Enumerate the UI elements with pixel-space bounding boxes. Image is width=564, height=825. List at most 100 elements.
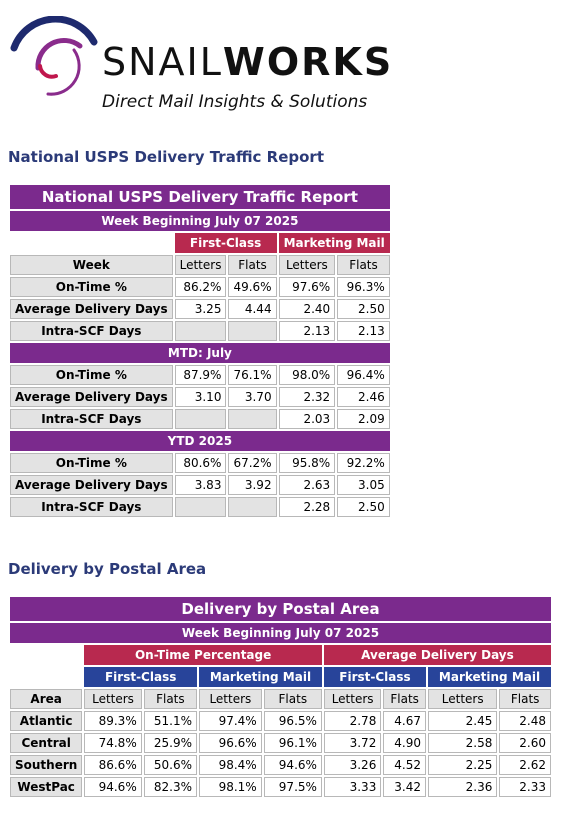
value-cell: 2.48 — [499, 711, 551, 731]
value-cell: 2.50 — [337, 299, 390, 319]
table-row: Intra-SCF Days 2.13 2.13 — [10, 321, 390, 341]
value-cell: 2.62 — [499, 755, 551, 775]
value-cell: 92.2% — [337, 453, 390, 473]
value-cell: 2.32 — [278, 387, 336, 407]
row-label: On-Time % — [10, 365, 173, 385]
value-cell: 89.3% — [84, 711, 142, 731]
value-cell: 96.3% — [337, 277, 390, 297]
value-cell: 97.5% — [263, 777, 322, 797]
value-cell: 94.6% — [84, 777, 142, 797]
week-label: Week Beginning July 07 2025 — [10, 623, 551, 643]
row-label: On-Time % — [10, 277, 173, 297]
sub-group-header: Marketing Mail — [199, 667, 322, 687]
national-report-table: National USPS Delivery Traffic Report Wee… — [8, 183, 392, 519]
table-row: Southern 86.6% 50.6% 98.4% 94.6% 3.26 4.52 2.25… — [10, 755, 551, 775]
top-group-header: Average Delivery Days — [323, 645, 551, 665]
value-cell: 80.6% — [174, 453, 227, 473]
value-cell: 25.9% — [143, 733, 198, 753]
row-label: On-Time % — [10, 453, 173, 473]
value-cell: 2.25 — [428, 755, 498, 775]
row-label: Average Delivery Days — [10, 387, 173, 407]
blank-cell — [228, 321, 277, 341]
group-header-marketing-mail: Marketing Mail — [278, 233, 390, 253]
column-header-row: Week Letters Flats Letters Flats — [10, 255, 390, 275]
column-header: Flats — [228, 255, 277, 275]
value-cell: 96.5% — [263, 711, 322, 731]
area-label: Central — [10, 733, 83, 753]
value-cell: 3.42 — [383, 777, 427, 797]
value-cell: 2.50 — [337, 497, 390, 517]
table-row: On-Time % 87.9% 76.1% 98.0% 96.4% — [10, 365, 390, 385]
postal-area-heading: Delivery by Postal Area — [8, 560, 207, 578]
value-cell: 2.78 — [323, 711, 382, 731]
blank-cell — [174, 321, 227, 341]
value-cell: 98.1% — [199, 777, 262, 797]
value-cell: 3.26 — [323, 755, 382, 775]
value-cell: 2.13 — [337, 321, 390, 341]
value-cell: 98.4% — [199, 755, 262, 775]
column-header: Letters — [278, 255, 336, 275]
row-header-week: Week — [10, 255, 173, 275]
top-group-row: On-Time Percentage Average Delivery Days — [10, 645, 551, 665]
column-header: Flats — [383, 689, 427, 709]
value-cell: 2.09 — [337, 409, 390, 429]
table-row: Intra-SCF Days 2.28 2.50 — [10, 497, 390, 517]
value-cell: 3.25 — [174, 299, 227, 319]
title-row: National USPS Delivery Traffic Report — [10, 185, 390, 209]
value-cell: 3.83 — [174, 475, 227, 495]
value-cell: 4.90 — [383, 733, 427, 753]
empty-cell — [10, 233, 173, 253]
value-cell: 3.33 — [323, 777, 382, 797]
value-cell: 67.2% — [228, 453, 277, 473]
group-header-first-class: First-Class — [174, 233, 277, 253]
value-cell: 95.8% — [278, 453, 336, 473]
column-header: Flats — [143, 689, 198, 709]
group-header-row: First-Class Marketing Mail — [10, 233, 390, 253]
week-row: Week Beginning July 07 2025 — [10, 211, 390, 231]
value-cell: 2.33 — [499, 777, 551, 797]
area-label: WestPac — [10, 777, 83, 797]
area-label: Southern — [10, 755, 83, 775]
area-label: Atlantic — [10, 711, 83, 731]
blank-cell — [228, 409, 277, 429]
value-cell: 3.70 — [228, 387, 277, 407]
value-cell: 4.52 — [383, 755, 427, 775]
top-group-header: On-Time Percentage — [84, 645, 322, 665]
blank-cell — [174, 409, 227, 429]
row-label: Intra-SCF Days — [10, 409, 173, 429]
value-cell: 3.92 — [228, 475, 277, 495]
value-cell: 76.1% — [228, 365, 277, 385]
week-row: Week Beginning July 07 2025 — [10, 623, 551, 643]
row-label: Intra-SCF Days — [10, 497, 173, 517]
value-cell: 2.63 — [278, 475, 336, 495]
row-label: Average Delivery Days — [10, 299, 173, 319]
table-title: National USPS Delivery Traffic Report — [10, 185, 390, 209]
sub-group-row: First-Class Marketing Mail First-Class Mark… — [10, 667, 551, 687]
value-cell: 86.2% — [174, 277, 227, 297]
brand-name: SNAILWORKS — [102, 40, 394, 84]
table-row: Atlantic 89.3% 51.1% 97.4% 96.5% 2.78 4.67 2.45… — [10, 711, 551, 731]
value-cell: 4.44 — [228, 299, 277, 319]
empty-cell — [10, 645, 83, 665]
value-cell: 2.45 — [428, 711, 498, 731]
value-cell: 3.10 — [174, 387, 227, 407]
value-cell: 2.13 — [278, 321, 336, 341]
row-header-area: Area — [10, 689, 83, 709]
table-row: On-Time % 86.2% 49.6% 97.6% 96.3% — [10, 277, 390, 297]
section-row: YTD 2025 — [10, 431, 390, 451]
value-cell: 50.6% — [143, 755, 198, 775]
title-row: Delivery by Postal Area — [10, 597, 551, 621]
column-header: Letters — [174, 255, 227, 275]
column-header: Letters — [323, 689, 382, 709]
value-cell: 96.4% — [337, 365, 390, 385]
value-cell: 3.05 — [337, 475, 390, 495]
value-cell: 2.28 — [278, 497, 336, 517]
sub-group-header: Marketing Mail — [428, 667, 551, 687]
value-cell: 2.40 — [278, 299, 336, 319]
value-cell: 96.1% — [263, 733, 322, 753]
sub-group-header: First-Class — [84, 667, 198, 687]
value-cell: 97.4% — [199, 711, 262, 731]
value-cell: 2.36 — [428, 777, 498, 797]
table-row: Average Delivery Days 3.10 3.70 2.32 2.46 — [10, 387, 390, 407]
blank-cell — [174, 497, 227, 517]
